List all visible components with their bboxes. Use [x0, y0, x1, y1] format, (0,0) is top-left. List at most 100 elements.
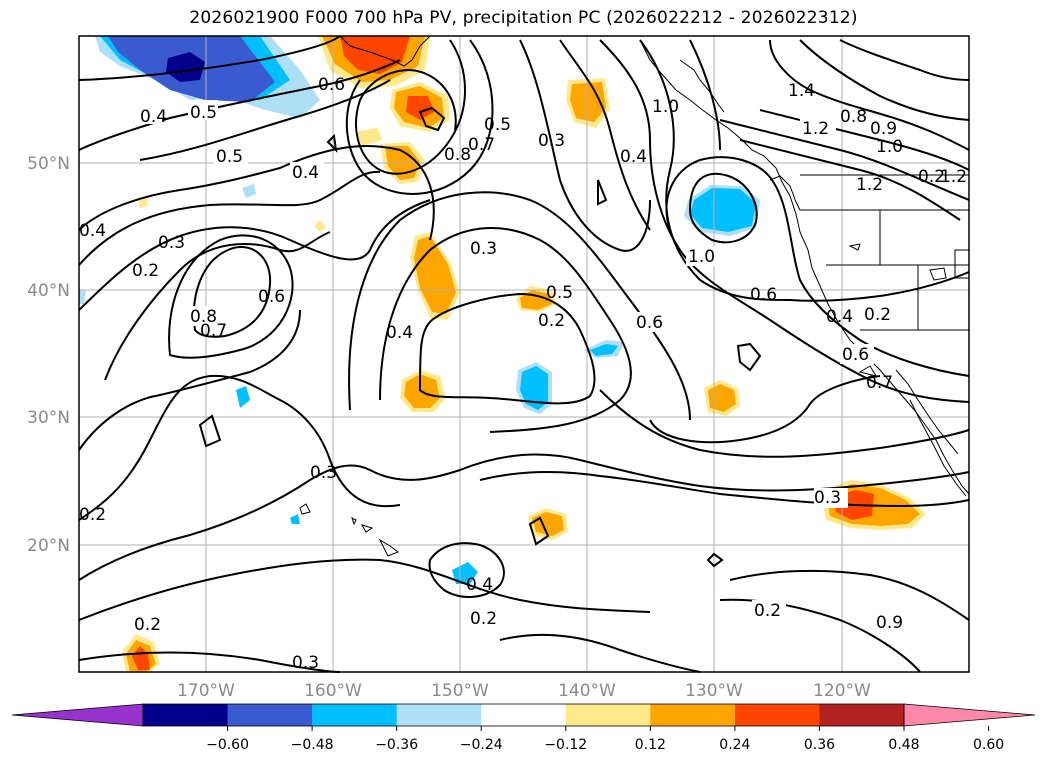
pv-contour [78, 35, 341, 81]
contour-label: 0.4 [140, 107, 167, 127]
pv-contour [769, 39, 970, 151]
coastline [639, 39, 970, 495]
coastline [848, 243, 861, 251]
pv-contour [639, 39, 970, 302]
lon-label: 150°W [431, 681, 489, 701]
contour-label: 0.4 [386, 323, 413, 343]
pv-contours [78, 35, 970, 673]
contour-label: 1.2 [940, 167, 967, 187]
pos-anomaly-region [314, 220, 326, 232]
latitude-axis: 50°N 40°N 30°N 20°N [27, 154, 70, 556]
contour-label: 0.6 [842, 345, 869, 365]
contour-label: 0.9 [870, 119, 897, 139]
contour-label: 0.4 [620, 147, 647, 167]
neg-anomaly-region [242, 184, 256, 198]
pv-contour [345, 39, 494, 195]
pv-contour [719, 119, 970, 201]
colorbar-swatch [396, 704, 482, 726]
pv-contour [729, 569, 970, 621]
longitude-axis: 170°W 160°W 150°W 140°W 130°W 120°W [177, 681, 871, 701]
pv-contour [739, 139, 961, 221]
colorbar-tick-label: 0.48 [888, 737, 919, 753]
contour-label: 0.2 [470, 609, 497, 629]
pv-contour [736, 342, 762, 372]
contour-label: 0.3 [310, 463, 337, 483]
lat-label: 40°N [27, 281, 70, 301]
colorbar-swatch [481, 704, 567, 726]
coastline [679, 59, 725, 113]
colorbar-extend-low [11, 703, 144, 727]
pv-contour [326, 133, 338, 153]
pv-contour [355, 39, 466, 175]
pv-contour [689, 39, 721, 151]
neg-anomaly-region [79, 290, 86, 304]
pv-contour [759, 109, 970, 171]
contour-label: 0.5 [190, 103, 217, 123]
coastline [299, 503, 311, 515]
contour-label: 1.2 [856, 175, 883, 195]
coastline [858, 365, 878, 377]
pv-contour [78, 59, 401, 151]
pv-contour [559, 39, 651, 231]
pv-contour [599, 39, 970, 403]
lat-label: 30°N [27, 408, 70, 428]
neg-anomaly-region [166, 52, 205, 82]
pos-anomaly-region [406, 96, 434, 120]
contour-label: 0.2 [79, 505, 106, 525]
coastlines [299, 35, 970, 557]
colorbar-swatch [565, 704, 651, 726]
contour-label: 0.7 [200, 321, 227, 341]
pv-contour [78, 199, 431, 311]
contour-label: 0.2 [134, 615, 161, 635]
pv-contour [519, 39, 651, 252]
pv-contour [799, 39, 970, 121]
coastline [351, 517, 357, 526]
colorbar-swatch [650, 704, 736, 726]
contour-label: 1.0 [652, 97, 679, 117]
neg-anomaly-region [290, 514, 300, 524]
coastline [929, 267, 947, 281]
colorbar-tick-label: −0.48 [291, 737, 334, 753]
colorbar-tick-label: 0.12 [635, 737, 666, 753]
neg-anomaly-region [520, 366, 548, 410]
pv-contour [198, 414, 222, 448]
pv-contour [168, 234, 294, 359]
lon-label: 160°W [304, 681, 362, 701]
map-frame [78, 35, 970, 673]
colorbar-tick-label: −0.24 [460, 737, 503, 753]
coastline [769, 175, 969, 211]
colorbar-frame [142, 703, 905, 727]
contour-label: 0.2 [538, 311, 565, 331]
lat-label: 20°N [27, 536, 70, 556]
contour-label: 1.2 [802, 119, 829, 139]
pv-contour [418, 292, 596, 405]
pv-contour [479, 470, 970, 508]
contour-label: 0.4 [79, 221, 106, 241]
contour-label: 0.8 [190, 307, 217, 327]
pv-contour [499, 633, 701, 673]
contour-label: 0.5 [484, 115, 511, 135]
neg-anomaly-region [452, 562, 478, 584]
pv-contour [706, 552, 724, 568]
coastline [909, 399, 967, 497]
lon-label: 120°W [813, 681, 871, 701]
coastline [339, 35, 431, 67]
pv-contour [599, 389, 970, 458]
pv-contour [104, 231, 331, 381]
contour-label: 0.6 [750, 285, 777, 305]
pv-contour [688, 172, 758, 244]
coastline [378, 538, 400, 557]
contour-label: 0.6 [636, 313, 663, 333]
pv-contour [528, 516, 550, 546]
pos-anomaly-region [708, 384, 736, 412]
lon-label: 170°W [177, 681, 235, 701]
contour-label: 1.4 [788, 81, 815, 101]
neg-anomaly-region [590, 344, 618, 356]
contour-label: 0.3 [158, 233, 185, 253]
contour-label: 0.4 [292, 163, 319, 183]
contour-label: 0.7 [866, 373, 893, 393]
contour-label: 0.3 [470, 239, 497, 259]
colorbar-tick-label: 0.60 [973, 737, 1004, 753]
contour-label: 0.8 [840, 107, 867, 127]
colorbar-tick-label: 0.36 [804, 737, 835, 753]
